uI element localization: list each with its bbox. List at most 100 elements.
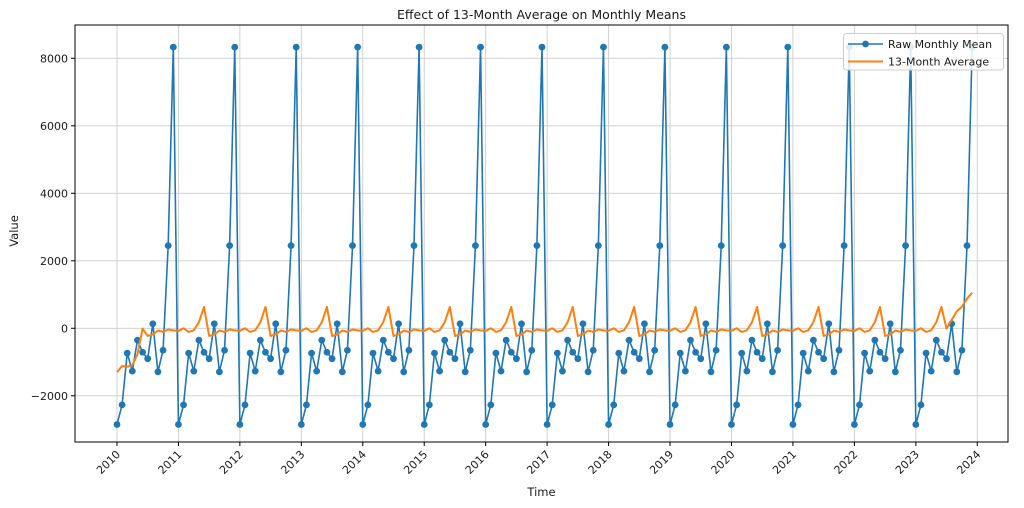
- raw-data-point: [656, 242, 664, 249]
- raw-data-point: [267, 355, 274, 363]
- raw-data-point: [794, 401, 802, 409]
- raw-data-point: [589, 346, 597, 354]
- raw-data-point: [487, 401, 495, 409]
- raw-data-point: [492, 349, 500, 357]
- raw-data-point: [886, 320, 894, 328]
- raw-data-point: [748, 336, 756, 344]
- raw-data-point: [820, 355, 828, 363]
- raw-data-point: [810, 336, 817, 344]
- raw-data-point: [354, 43, 362, 51]
- raw-data-point: [154, 368, 162, 376]
- x-tick-label: 2020: [709, 448, 738, 477]
- raw-data-point: [246, 349, 254, 357]
- raw-series-line: [116, 46, 973, 426]
- x-tick-label: 2015: [401, 448, 430, 477]
- series-layer: [113, 43, 976, 428]
- x-axis-label: Time: [526, 485, 555, 499]
- raw-data-point: [707, 368, 715, 376]
- raw-data-point: [574, 355, 582, 363]
- y-tick-label: 4000: [40, 187, 68, 200]
- raw-data-point: [226, 242, 234, 249]
- raw-data-point: [390, 355, 397, 363]
- raw-data-point: [932, 336, 940, 344]
- raw-data-point: [349, 242, 356, 249]
- raw-data-point: [876, 348, 884, 356]
- raw-data-point: [840, 242, 848, 249]
- raw-data-point: [384, 348, 392, 356]
- raw-data-point: [533, 242, 541, 249]
- raw-data-point: [702, 320, 710, 328]
- raw-data-point: [559, 367, 566, 375]
- raw-data-point: [405, 346, 413, 354]
- raw-data-point: [425, 401, 433, 409]
- y-tick-label: 2000: [40, 255, 68, 268]
- raw-data-point: [548, 401, 556, 409]
- raw-data-point: [963, 242, 971, 249]
- raw-data-point: [605, 421, 612, 428]
- raw-data-point: [553, 349, 561, 357]
- raw-data-point: [651, 346, 659, 354]
- raw-data-point: [681, 367, 689, 375]
- raw-data-point: [282, 346, 290, 354]
- raw-data-point: [215, 368, 223, 376]
- raw-data-point: [128, 367, 136, 375]
- raw-data-point: [159, 346, 167, 354]
- raw-data-point: [420, 421, 428, 428]
- raw-data-point: [804, 367, 812, 375]
- raw-data-point: [615, 349, 623, 357]
- raw-data-point: [543, 421, 551, 428]
- raw-data-point: [518, 320, 525, 328]
- raw-data-point: [364, 401, 372, 409]
- raw-data-point: [538, 43, 546, 51]
- raw-data-point: [410, 242, 418, 249]
- raw-data-point: [446, 348, 454, 356]
- raw-data-point: [523, 368, 531, 376]
- raw-data-point: [569, 348, 577, 356]
- raw-data-point: [502, 336, 510, 344]
- raw-data-point: [472, 242, 479, 249]
- x-tick-label: 2019: [647, 448, 676, 477]
- raw-data-point: [512, 355, 520, 363]
- raw-data-point: [344, 346, 351, 354]
- raw-data-point: [861, 349, 869, 357]
- raw-data-point: [436, 367, 443, 375]
- chart-title: Effect of 13-Month Average on Monthly Me…: [397, 7, 686, 22]
- raw-data-point: [779, 242, 787, 249]
- raw-data-point: [118, 401, 126, 409]
- raw-data-point: [671, 401, 679, 409]
- raw-data-point: [866, 367, 874, 375]
- average-series-line: [116, 292, 973, 373]
- x-tick-label: 2022: [832, 448, 861, 477]
- raw-data-point: [958, 346, 966, 354]
- raw-data-point: [528, 346, 536, 354]
- raw-data-point: [784, 43, 792, 51]
- raw-data-point: [359, 421, 367, 428]
- raw-data-point: [938, 348, 945, 356]
- raw-data-point: [610, 401, 618, 409]
- raw-data-point: [277, 368, 285, 376]
- raw-data-point: [195, 336, 203, 344]
- raw-data-point: [139, 348, 146, 356]
- raw-data-point: [333, 320, 341, 328]
- raw-data-point: [625, 336, 633, 344]
- y-tick-label: 8000: [40, 52, 68, 65]
- raw-data-point: [272, 320, 280, 328]
- raw-data-point: [676, 349, 684, 357]
- raw-data-point: [313, 367, 321, 375]
- x-tick-label: 2016: [463, 448, 492, 477]
- raw-data-point: [507, 348, 515, 356]
- raw-data-point: [180, 401, 187, 409]
- raw-data-point: [175, 421, 182, 428]
- raw-data-point: [881, 355, 889, 363]
- raw-data-point: [912, 421, 920, 428]
- raw-data-point: [697, 355, 705, 363]
- raw-data-point: [722, 43, 730, 51]
- raw-data-point: [789, 421, 797, 428]
- x-tick-label: 2021: [770, 448, 799, 477]
- raw-data-point: [763, 320, 771, 328]
- raw-data-point: [303, 401, 310, 409]
- raw-data-point: [308, 349, 315, 357]
- raw-data-point: [144, 355, 152, 363]
- legend-sample-raw-marker: [862, 40, 869, 48]
